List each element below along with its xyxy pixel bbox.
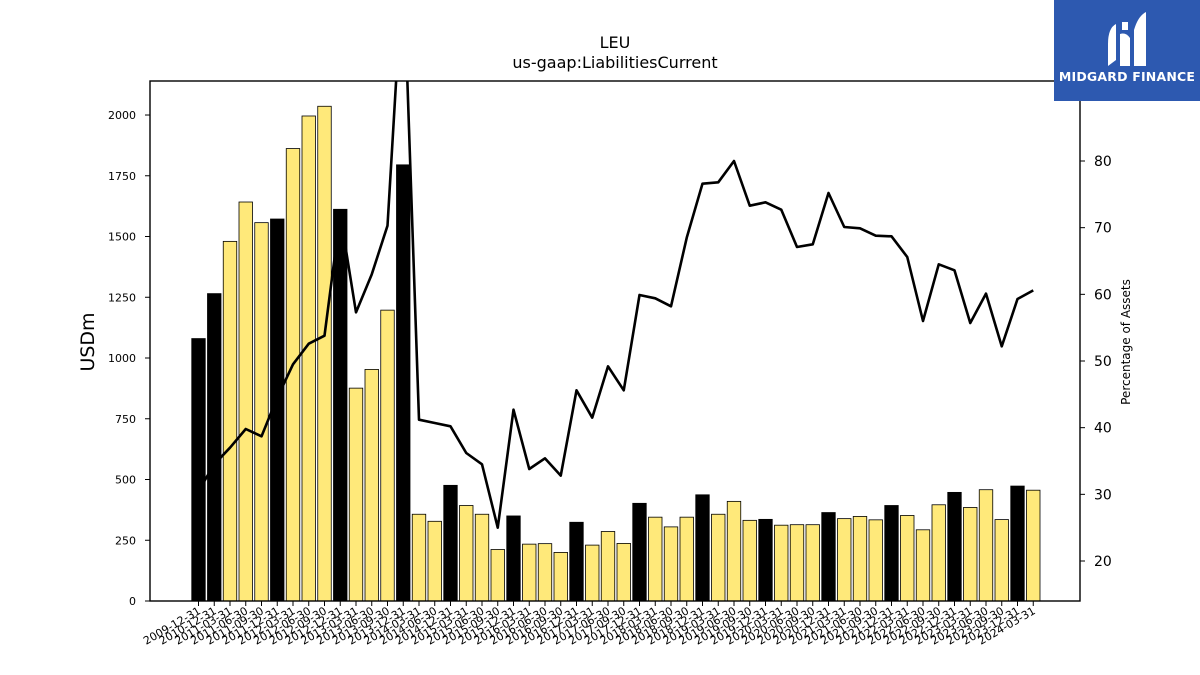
bar xyxy=(852,516,868,602)
y-axis-label: USDm xyxy=(77,312,99,371)
axes: 0 250 500 750 1000 1250 1500 1750 2000 20 30 40 50 60… xyxy=(108,80,1112,648)
bar xyxy=(963,507,978,602)
bar xyxy=(931,504,946,602)
y-tick-label: 750 xyxy=(115,413,136,426)
bar xyxy=(821,512,836,602)
bar xyxy=(711,513,726,602)
bar xyxy=(884,505,899,602)
bar xyxy=(364,369,379,602)
bar xyxy=(978,489,994,602)
bar xyxy=(695,494,710,602)
percentage-line xyxy=(197,81,1034,529)
bar xyxy=(726,500,742,602)
logo-mark-icon xyxy=(1108,12,1146,66)
y-tick-label: 250 xyxy=(115,534,136,547)
bar xyxy=(947,491,962,602)
bar-series xyxy=(191,105,1041,602)
plot-frame xyxy=(149,80,1081,602)
bar xyxy=(994,519,1009,602)
bar xyxy=(474,513,490,602)
y2-tick-label: 20 xyxy=(1094,554,1112,570)
bar xyxy=(1010,485,1025,602)
bar xyxy=(191,338,206,602)
y-tick-label: 1250 xyxy=(108,291,136,304)
y-tick-label: 1750 xyxy=(108,170,136,183)
bar xyxy=(648,516,663,602)
bar xyxy=(443,484,458,602)
bar xyxy=(396,164,411,602)
y2-tick-label: 70 xyxy=(1094,221,1112,237)
chart-subtitle: us-gaap:LiabilitiesCurrent xyxy=(512,53,717,72)
bar xyxy=(868,519,883,602)
bar xyxy=(585,544,600,602)
bar xyxy=(348,387,364,602)
bar xyxy=(238,201,253,602)
bar xyxy=(742,519,757,602)
bar xyxy=(569,521,584,602)
line-series xyxy=(197,81,1034,529)
bar xyxy=(837,518,852,602)
bar xyxy=(301,115,316,602)
bar xyxy=(522,543,537,602)
bar xyxy=(506,515,521,602)
bar xyxy=(600,531,616,602)
bar xyxy=(317,105,332,602)
bar xyxy=(207,293,222,602)
company-logo: MIDGARD FINANCE xyxy=(1054,0,1200,101)
bar xyxy=(333,208,348,602)
y2-tick-label: 30 xyxy=(1094,487,1112,503)
bar xyxy=(616,543,631,602)
bar xyxy=(553,552,568,602)
y2-tick-label: 80 xyxy=(1094,154,1112,170)
bar xyxy=(758,518,773,602)
chart-title: LEU xyxy=(600,33,631,52)
bar xyxy=(411,513,427,602)
y2-tick-label: 60 xyxy=(1094,287,1112,303)
bar xyxy=(679,516,694,602)
bar xyxy=(632,502,647,602)
bar xyxy=(254,222,269,602)
y-tick-label: 500 xyxy=(115,474,136,487)
bar xyxy=(490,549,505,602)
bar xyxy=(459,505,474,602)
bar xyxy=(789,524,805,602)
bar xyxy=(380,309,395,602)
bar xyxy=(427,520,442,602)
y-tick-label: 1500 xyxy=(108,231,136,244)
bar xyxy=(1026,489,1041,602)
y2-axis-label: Percentage of Assets xyxy=(1119,279,1133,405)
bar xyxy=(915,529,931,602)
y2-tick-label: 40 xyxy=(1094,421,1112,437)
bar xyxy=(900,515,915,602)
bar xyxy=(805,524,820,602)
y2-tick-label: 50 xyxy=(1094,354,1112,370)
y-tick-label: 0 xyxy=(129,595,136,608)
logo-text: MIDGARD FINANCE xyxy=(1058,69,1196,84)
bar xyxy=(537,543,553,602)
bar xyxy=(222,240,238,602)
y-tick-label: 1000 xyxy=(108,352,136,365)
bar xyxy=(663,526,679,602)
bar xyxy=(774,524,789,602)
y-tick-label: 2000 xyxy=(108,109,136,122)
